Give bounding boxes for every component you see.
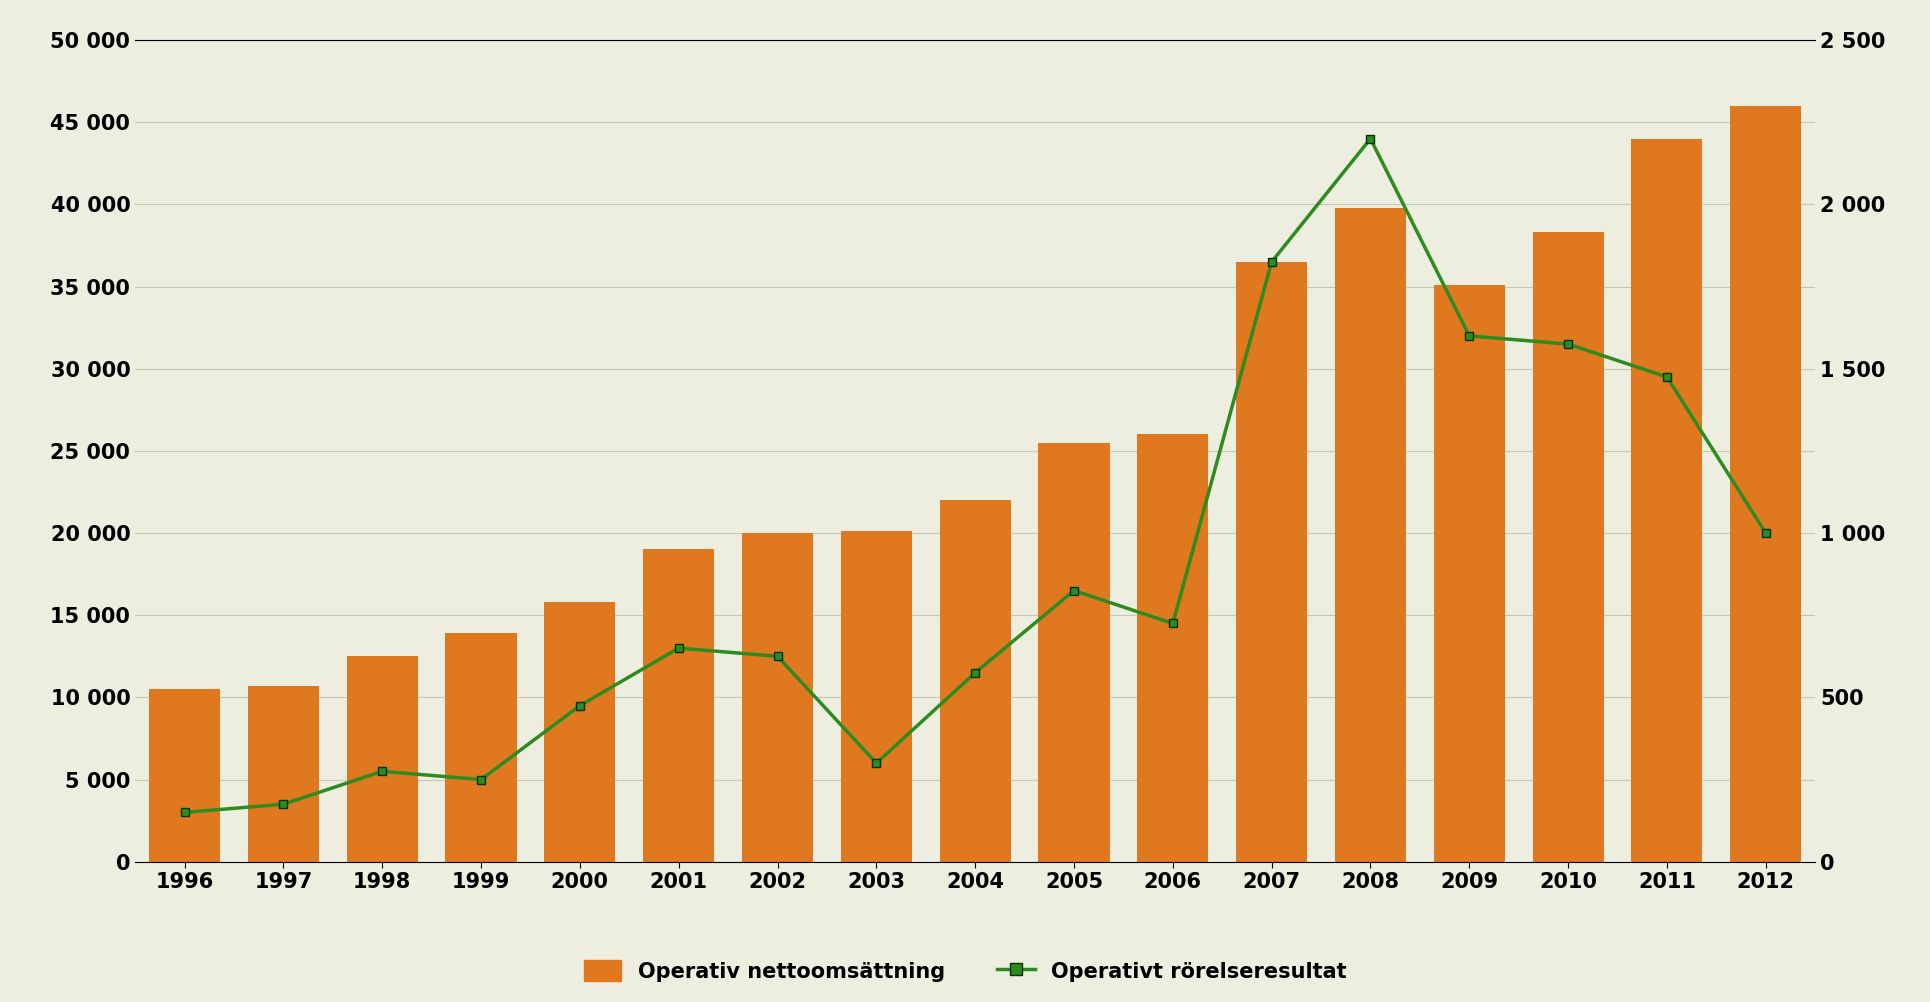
- Bar: [247, 686, 318, 862]
- Bar: [741, 533, 813, 862]
- Bar: [446, 633, 517, 862]
- Bar: [1137, 435, 1208, 862]
- Bar: [1532, 232, 1602, 862]
- Bar: [643, 549, 714, 862]
- Bar: [1334, 207, 1405, 862]
- Bar: [149, 689, 220, 862]
- Bar: [544, 602, 616, 862]
- Bar: [940, 500, 1009, 862]
- Bar: [1729, 106, 1801, 862]
- Bar: [1631, 138, 1702, 862]
- Bar: [1432, 285, 1503, 862]
- Legend: Operativ nettoomsättning, Operativt rörelseresultat: Operativ nettoomsättning, Operativt röre…: [583, 960, 1347, 982]
- Bar: [840, 531, 911, 862]
- Bar: [1235, 262, 1307, 862]
- Bar: [1038, 443, 1110, 862]
- Bar: [347, 656, 417, 862]
